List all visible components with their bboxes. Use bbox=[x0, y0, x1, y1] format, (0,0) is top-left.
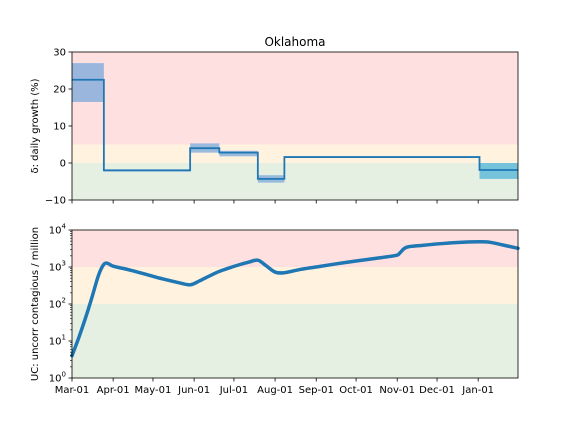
growth-x-ticks bbox=[71, 200, 479, 204]
confidence-band bbox=[479, 163, 518, 179]
chart-title: Oklahoma bbox=[264, 35, 325, 49]
zone-green bbox=[72, 304, 518, 378]
confidence-band bbox=[219, 150, 258, 157]
y-tick-label: 102 bbox=[49, 297, 66, 311]
zone-yellow bbox=[72, 144, 518, 163]
y-tick-label: 103 bbox=[49, 260, 66, 274]
y-tick-label: 0 bbox=[60, 159, 66, 170]
x-tick-label: Jul-01 bbox=[219, 385, 248, 396]
y-tick-label: 20 bbox=[53, 85, 66, 96]
y-tick-label: −10 bbox=[45, 196, 66, 207]
x-tick-label: Apr-01 bbox=[97, 385, 130, 396]
growth-y-axis-label: δ: daily growth (%) bbox=[30, 78, 41, 173]
zone-red bbox=[72, 230, 518, 267]
zone-green bbox=[72, 163, 518, 200]
y-tick-label: 30 bbox=[53, 48, 66, 59]
growth-step-line bbox=[72, 78, 518, 180]
y-tick-label: 104 bbox=[49, 223, 67, 237]
contagious-y-axis-label: UC: uncorr contagious / million bbox=[30, 227, 41, 381]
contagious-panel: 100 101 102 103 104 Mar-01 Apr-01 May-01 Jun-01… bbox=[30, 223, 520, 396]
x-tick-label: Jan-01 bbox=[461, 385, 494, 396]
x-tick-label: Mar-01 bbox=[55, 385, 90, 396]
x-tick-label: Oct-01 bbox=[339, 385, 373, 396]
y-tick-label: 100 bbox=[49, 371, 66, 385]
growth-zones bbox=[72, 52, 518, 200]
contagious-zones bbox=[72, 230, 518, 378]
y-tick-label: 101 bbox=[49, 334, 66, 348]
growth-y-ticks: −10 0 10 20 30 bbox=[45, 48, 72, 207]
confidence-band bbox=[72, 63, 104, 102]
contagious-x-ticks: Mar-01 Apr-01 May-01 Jun-01 Jul-01 Aug-01 Sep-… bbox=[55, 378, 494, 396]
growth-panel: −10 0 10 20 30 Oklahoma δ: daily growth (%) bbox=[30, 35, 519, 207]
x-tick-label: Nov-01 bbox=[379, 385, 415, 396]
x-tick-label: Dec-01 bbox=[419, 385, 455, 396]
x-tick-label: Jun-01 bbox=[177, 385, 210, 396]
zone-red bbox=[72, 52, 518, 145]
contagious-series-line bbox=[70, 240, 520, 358]
contagious-y-ticks: 100 101 102 103 104 bbox=[49, 223, 72, 385]
y-tick-label: 10 bbox=[53, 122, 66, 133]
x-tick-label: Sep-01 bbox=[299, 385, 334, 396]
x-tick-label: May-01 bbox=[135, 385, 172, 396]
x-tick-label: Aug-01 bbox=[257, 385, 293, 396]
